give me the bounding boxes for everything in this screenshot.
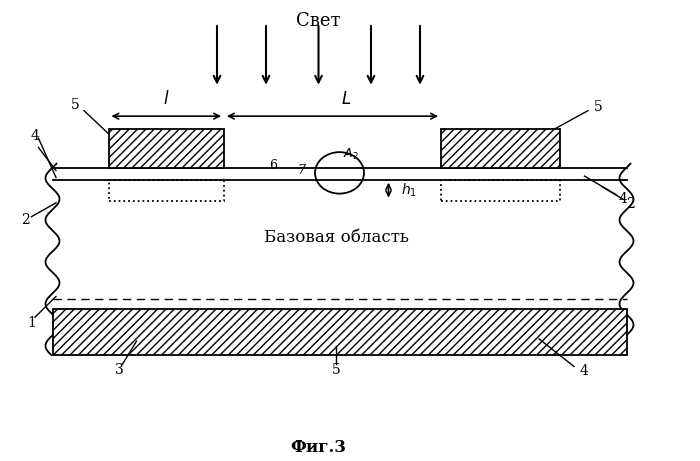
Text: 2: 2 bbox=[22, 213, 30, 227]
Text: 3: 3 bbox=[115, 363, 123, 377]
Text: Свет: Свет bbox=[296, 12, 341, 30]
Text: $L$: $L$ bbox=[342, 91, 351, 108]
Text: 7: 7 bbox=[297, 164, 305, 177]
Text: $l$: $l$ bbox=[163, 90, 169, 108]
Text: 4: 4 bbox=[31, 129, 39, 143]
Text: 2: 2 bbox=[626, 197, 634, 211]
Text: 5: 5 bbox=[594, 100, 603, 114]
Text: $h_1$: $h_1$ bbox=[401, 182, 417, 199]
Text: 5: 5 bbox=[71, 98, 79, 112]
Bar bbox=[52, 309, 626, 355]
Bar bbox=[441, 129, 560, 168]
Text: 1: 1 bbox=[27, 316, 36, 330]
Text: Фиг.3: Фиг.3 bbox=[290, 439, 346, 455]
Text: Базовая область: Базовая область bbox=[263, 229, 409, 246]
Text: 6: 6 bbox=[269, 160, 277, 172]
Text: 4: 4 bbox=[580, 364, 589, 378]
Bar bbox=[441, 129, 560, 168]
Text: 5: 5 bbox=[332, 363, 340, 377]
Bar bbox=[108, 129, 224, 168]
Bar bbox=[52, 309, 626, 355]
Text: 4: 4 bbox=[619, 192, 627, 206]
Text: $A_2$: $A_2$ bbox=[343, 147, 359, 162]
Bar bbox=[108, 129, 224, 168]
